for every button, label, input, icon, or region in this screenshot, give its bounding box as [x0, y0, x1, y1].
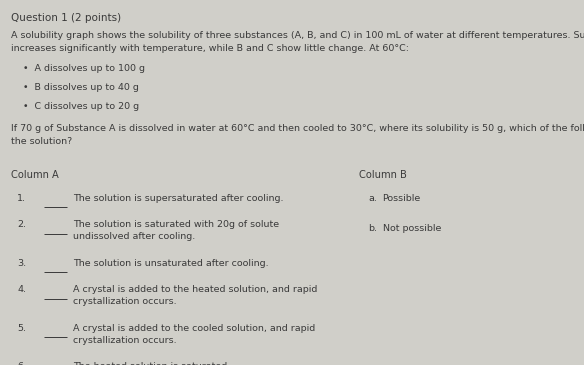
Text: 2.: 2. [18, 220, 26, 230]
Text: •  A dissolves up to 100 g: • A dissolves up to 100 g [23, 64, 145, 73]
Text: The solution is supersaturated after cooling.: The solution is supersaturated after coo… [73, 194, 283, 203]
Text: Column B: Column B [359, 170, 407, 180]
Text: 4.: 4. [18, 285, 26, 295]
Text: •  B dissolves up to 40 g: • B dissolves up to 40 g [23, 83, 139, 92]
Text: Column A: Column A [11, 170, 58, 180]
Text: The solution is saturated with 20g of solute
undissolved after cooling.: The solution is saturated with 20g of so… [73, 220, 279, 241]
Text: b.: b. [368, 224, 377, 233]
Text: 1.: 1. [18, 194, 26, 203]
Text: Not possible: Not possible [383, 224, 441, 233]
Text: 5.: 5. [18, 324, 26, 333]
Text: a.: a. [368, 194, 377, 203]
Text: 6.: 6. [18, 362, 26, 365]
Text: Possible: Possible [383, 194, 420, 203]
Text: 3.: 3. [17, 259, 26, 268]
Text: Question 1 (2 points): Question 1 (2 points) [11, 13, 121, 23]
Text: The solution is unsaturated after cooling.: The solution is unsaturated after coolin… [73, 259, 269, 268]
Text: If 70 g of Substance A is dissolved in water at 60°C and then cooled to 30°C, wh: If 70 g of Substance A is dissolved in w… [11, 124, 584, 146]
Text: •  C dissolves up to 20 g: • C dissolves up to 20 g [23, 102, 140, 111]
Text: A solubility graph shows the solubility of three substances (A, B, and C) in 100: A solubility graph shows the solubility … [11, 31, 584, 53]
Text: The heated solution is saturated.: The heated solution is saturated. [73, 362, 230, 365]
Text: A crystal is added to the heated solution, and rapid
crystallization occurs.: A crystal is added to the heated solutio… [73, 285, 317, 306]
Text: A crystal is added to the cooled solution, and rapid
crystallization occurs.: A crystal is added to the cooled solutio… [73, 324, 315, 345]
